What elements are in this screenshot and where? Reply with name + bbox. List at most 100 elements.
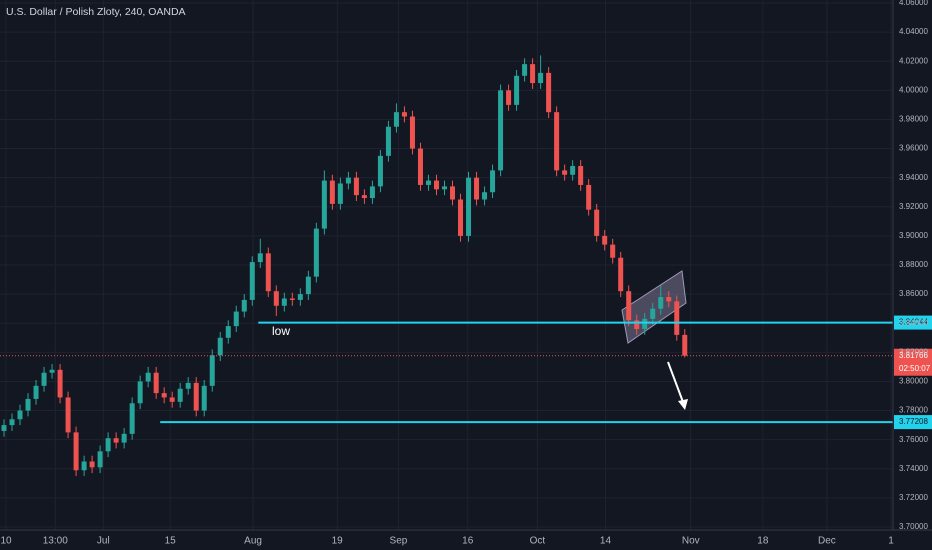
- candle-body: [353, 177, 359, 196]
- candle-body: [217, 337, 223, 356]
- candle-body: [297, 294, 303, 300]
- candle-body: [514, 75, 520, 105]
- candle-body: [313, 228, 319, 277]
- candle-body: [193, 382, 199, 411]
- candle-body: [634, 320, 640, 330]
- x-tick-label: 1: [888, 536, 894, 547]
- candle-body: [658, 297, 664, 309]
- candle-body: [433, 180, 439, 190]
- candle-body: [97, 451, 103, 468]
- y-tick-label: 4.04000: [899, 27, 928, 36]
- chart-title: U.S. Dollar / Polish Zloty, 240, OANDA: [6, 6, 186, 18]
- candle-body: [522, 64, 528, 76]
- candle-body: [490, 170, 496, 193]
- candle-body: [578, 166, 584, 185]
- candle-body: [57, 369, 63, 398]
- candle-body: [666, 297, 672, 302]
- candle-body: [1, 425, 7, 431]
- candles: [1, 55, 688, 477]
- candle-body: [642, 318, 648, 330]
- candle-body: [329, 180, 335, 204]
- candle-body: [586, 184, 592, 210]
- y-tick-label: 3.94000: [899, 173, 928, 182]
- x-tick-label: Aug: [244, 536, 262, 547]
- candle-body: [417, 148, 423, 185]
- candle-body: [425, 180, 431, 185]
- x-tick-label: 13:00: [43, 536, 68, 547]
- y-tick-label: 3.80000: [899, 377, 928, 386]
- candle-body: [281, 298, 287, 306]
- x-tick-label: 15: [165, 536, 177, 547]
- candle-body: [73, 432, 79, 471]
- candle-body: [209, 355, 215, 386]
- candle-body: [554, 112, 560, 171]
- candle-body: [17, 410, 23, 420]
- candle-body: [273, 291, 279, 306]
- level-label: 3.84044: [899, 318, 928, 327]
- arrow-head: [678, 399, 688, 410]
- candle-body: [409, 116, 415, 149]
- candle-body: [25, 398, 31, 411]
- x-tick-label: Oct: [530, 536, 546, 547]
- candle-body: [129, 403, 135, 434]
- candle-body: [337, 183, 343, 204]
- candle-body: [458, 199, 464, 236]
- candle-body: [305, 276, 311, 295]
- x-tick-label: Nov: [682, 536, 700, 547]
- candle-body: [570, 166, 576, 175]
- candle-body: [482, 192, 488, 200]
- candle-body: [241, 299, 247, 312]
- candle-body: [169, 397, 175, 402]
- candle-body: [233, 311, 239, 327]
- y-tick-label: 3.86000: [899, 289, 928, 298]
- y-tick-label: 4.02000: [899, 56, 928, 65]
- candle-body: [289, 298, 295, 300]
- candle-body: [498, 90, 504, 171]
- arrow: [667, 361, 684, 403]
- candle-body: [121, 433, 127, 443]
- x-tick-label: Jul: [97, 536, 110, 547]
- y-tick-label: 3.76000: [899, 435, 928, 444]
- candle-body: [361, 195, 367, 199]
- y-tick-label: 3.92000: [899, 202, 928, 211]
- countdown: 02:50:07: [899, 364, 931, 373]
- candle-body: [682, 334, 688, 356]
- level-label: 3.77208: [899, 417, 928, 426]
- y-tick-label: 3.72000: [899, 493, 928, 502]
- candle-body: [257, 253, 263, 263]
- candle-body: [89, 461, 95, 468]
- x-tick-label: 19: [332, 536, 344, 547]
- candle-body: [450, 186, 456, 200]
- candle-body: [530, 64, 536, 84]
- candle-body: [225, 326, 231, 338]
- candle-body: [161, 393, 167, 398]
- y-tick-label: 4.00000: [899, 85, 928, 94]
- candle-body: [506, 90, 512, 105]
- x-tick-label: 18: [757, 536, 769, 547]
- candle-body: [562, 170, 568, 175]
- candle-body: [185, 382, 191, 389]
- candle-body: [137, 381, 143, 404]
- x-tick-label: 10: [0, 536, 12, 547]
- candle-body: [81, 461, 87, 471]
- candle-body: [602, 235, 608, 245]
- x-tick-label: Dec: [818, 536, 836, 547]
- y-tick-label: 4.06000: [899, 0, 928, 7]
- x-tick-label: Sep: [390, 536, 408, 547]
- candle-body: [41, 372, 47, 386]
- candle-body: [401, 112, 407, 117]
- candle-body: [33, 385, 39, 399]
- candle-body: [546, 72, 552, 113]
- y-tick-label: 3.88000: [899, 260, 928, 269]
- candle-body: [594, 209, 600, 236]
- candle-body: [153, 372, 159, 394]
- last-price-box: [894, 348, 932, 376]
- y-tick-label: 3.98000: [899, 115, 928, 124]
- candle-body: [466, 177, 472, 236]
- candle-body: [113, 438, 119, 443]
- y-tick-label: 3.74000: [899, 464, 928, 473]
- candle-body: [393, 112, 399, 127]
- overlay: 3.84044 3.77208 3.81766 02:50:07: [0, 315, 932, 430]
